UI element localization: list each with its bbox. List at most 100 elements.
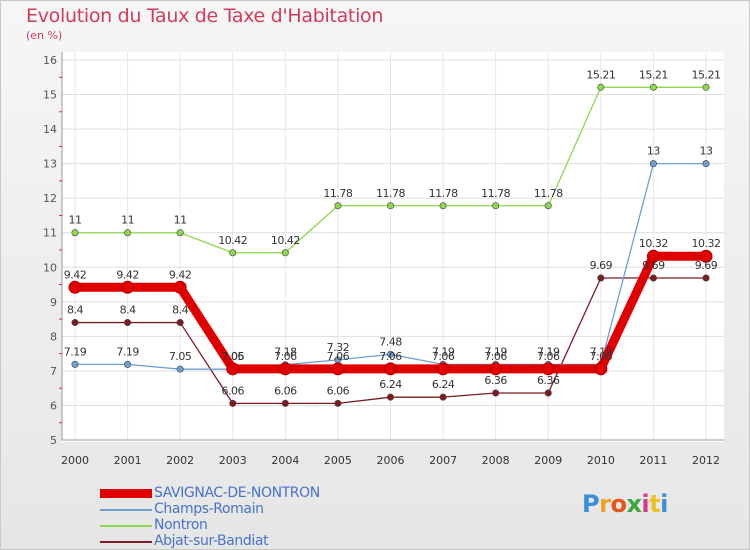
data-label-nontron: 11.78 bbox=[323, 187, 352, 200]
data-point-savignac bbox=[121, 280, 135, 294]
data-label-savignac: 7.06 bbox=[327, 350, 350, 363]
data-label-abjat: 6.24 bbox=[379, 378, 402, 391]
legend-label-nontron: Nontron bbox=[154, 517, 208, 533]
data-label-nontron: 11.78 bbox=[481, 187, 510, 200]
data-label-savignac: 7.06 bbox=[379, 350, 402, 363]
y-tick-label: 11 bbox=[43, 227, 57, 240]
logo-letter: o bbox=[610, 490, 627, 518]
data-point-abjat bbox=[71, 319, 79, 327]
x-tick-label: 2005 bbox=[324, 454, 352, 467]
data-label-nontron: 11 bbox=[174, 214, 187, 227]
data-point-savignac bbox=[436, 362, 450, 376]
plot-area bbox=[62, 52, 724, 442]
data-label-abjat: 9.69 bbox=[695, 259, 718, 272]
data-point-nontron bbox=[71, 229, 79, 237]
x-tick-label: 2004 bbox=[271, 454, 299, 467]
data-point-savignac bbox=[331, 362, 345, 376]
data-point-savignac bbox=[68, 280, 82, 294]
data-label-champs-romain: 7.19 bbox=[537, 345, 560, 358]
data-label-nontron: 15.21 bbox=[586, 68, 615, 81]
data-label-savignac: 10.32 bbox=[639, 237, 668, 250]
chart-title: Evolution du Taux de Taxe d'Habitation bbox=[26, 5, 384, 27]
data-label-abjat: 6.36 bbox=[484, 374, 507, 387]
data-label-champs-romain: 7.32 bbox=[327, 341, 350, 354]
data-label-champs-romain: 13 bbox=[647, 145, 660, 158]
legend-label-abjat: Abjat-sur-Bandiat bbox=[154, 533, 269, 549]
data-label-abjat: 6.24 bbox=[432, 378, 455, 391]
data-point-abjat bbox=[702, 274, 710, 282]
legend-swatch-champs-romain bbox=[100, 509, 152, 511]
data-point-abjat bbox=[281, 399, 289, 407]
data-point-champs-romain bbox=[649, 160, 657, 168]
x-tick-label: 2007 bbox=[429, 454, 457, 467]
data-point-abjat bbox=[492, 389, 500, 397]
data-label-savignac: 10.32 bbox=[692, 237, 721, 250]
y-tick-label: 10 bbox=[43, 261, 57, 274]
data-point-savignac bbox=[646, 249, 660, 263]
data-label-savignac: 9.42 bbox=[116, 268, 139, 281]
x-tick-label: 2011 bbox=[639, 454, 667, 467]
data-point-nontron bbox=[597, 83, 605, 91]
proxiti-logo: Proxiti bbox=[582, 490, 668, 518]
y-tick-label: 14 bbox=[43, 123, 57, 136]
x-tick-label: 2009 bbox=[534, 454, 562, 467]
data-point-champs-romain bbox=[124, 360, 132, 368]
y-tick-label: 6 bbox=[50, 399, 57, 412]
legend-label-champs-romain: Champs-Romain bbox=[154, 501, 264, 517]
data-point-nontron bbox=[281, 249, 289, 257]
data-label-savignac: 7.06 bbox=[484, 350, 507, 363]
logo-letter: i bbox=[641, 490, 650, 518]
x-tick-label: 2006 bbox=[377, 454, 405, 467]
data-label-savignac: 7.06 bbox=[274, 350, 297, 363]
data-point-nontron bbox=[229, 249, 237, 257]
logo-letter: i bbox=[660, 490, 668, 518]
data-label-nontron: 11.78 bbox=[376, 187, 405, 200]
data-point-savignac bbox=[489, 362, 503, 376]
data-label-abjat: 6.06 bbox=[222, 384, 245, 397]
data-label-champs-romain: 7.48 bbox=[379, 335, 402, 348]
data-label-nontron: 10.42 bbox=[271, 234, 300, 247]
y-tick-label: 5 bbox=[50, 434, 57, 447]
data-label-nontron: 15.21 bbox=[639, 68, 668, 81]
data-label-abjat: 8.4 bbox=[67, 304, 83, 317]
data-label-champs-romain: 7.19 bbox=[116, 345, 139, 358]
data-label-abjat: 6.06 bbox=[327, 384, 350, 397]
y-tick-label: 15 bbox=[43, 89, 57, 102]
data-label-nontron: 15.21 bbox=[692, 68, 721, 81]
x-tick-label: 2001 bbox=[114, 454, 142, 467]
data-point-abjat bbox=[124, 319, 132, 327]
data-point-nontron bbox=[649, 83, 657, 91]
data-label-nontron: 10.42 bbox=[218, 234, 247, 247]
data-label-abjat: 8.4 bbox=[120, 304, 136, 317]
data-point-savignac bbox=[278, 362, 292, 376]
legend-swatch-savignac bbox=[100, 489, 152, 498]
data-point-nontron bbox=[702, 83, 710, 91]
data-label-savignac: 7.06 bbox=[590, 350, 613, 363]
data-label-champs-romain: 7.19 bbox=[64, 345, 87, 358]
x-tick-label: 2002 bbox=[166, 454, 194, 467]
data-label-champs-romain: 13 bbox=[700, 145, 713, 158]
data-point-champs-romain bbox=[71, 360, 79, 368]
data-point-champs-romain bbox=[386, 350, 394, 358]
data-point-nontron bbox=[124, 229, 132, 237]
logo-letter: t bbox=[649, 490, 661, 518]
data-point-abjat bbox=[544, 389, 552, 397]
data-point-abjat bbox=[649, 274, 657, 282]
x-tick-label: 2000 bbox=[61, 454, 89, 467]
data-point-abjat bbox=[176, 319, 184, 327]
data-point-savignac bbox=[541, 362, 555, 376]
data-point-abjat bbox=[334, 399, 342, 407]
data-label-nontron: 11 bbox=[121, 214, 134, 227]
data-label-savignac: 7.06 bbox=[537, 350, 560, 363]
data-label-champs-romain: 7.05 bbox=[222, 350, 245, 363]
data-label-champs-romain: 7.05 bbox=[169, 350, 192, 363]
data-point-savignac bbox=[699, 249, 713, 263]
y-axis-unit: (en %) bbox=[26, 29, 63, 42]
data-label-abjat: 6.36 bbox=[537, 374, 560, 387]
y-tick-label: 8 bbox=[50, 330, 57, 343]
data-label-champs-romain: 7.19 bbox=[484, 345, 507, 358]
x-tick-label: 2012 bbox=[692, 454, 720, 467]
data-label-abjat: 8.4 bbox=[172, 304, 188, 317]
data-point-nontron bbox=[439, 202, 447, 210]
